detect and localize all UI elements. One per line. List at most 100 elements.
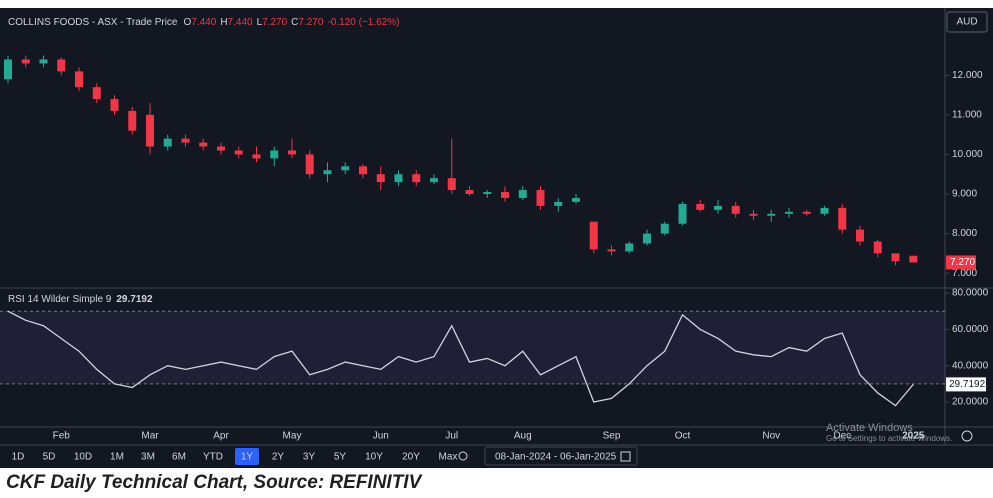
calendar-icon[interactable] xyxy=(620,451,631,462)
ohlc-key: H xyxy=(220,17,227,28)
range-button[interactable]: 3Y xyxy=(303,452,316,463)
candle-body xyxy=(483,192,492,195)
price-legend: COLLINS FOODS - ASX - Trade Price O7.440 H… xyxy=(8,17,399,28)
range-button[interactable]: 3M xyxy=(141,452,155,463)
candle-body xyxy=(341,166,350,171)
compare-icon[interactable] xyxy=(458,451,468,461)
last-rsi-box xyxy=(946,377,986,392)
candle-body xyxy=(589,221,598,250)
x-tick-label: Apr xyxy=(213,431,229,442)
candle-body xyxy=(376,174,385,183)
candle-body xyxy=(891,253,900,262)
x-tick-label: Aug xyxy=(514,431,532,442)
chart: AUD COLLINS FOODS - ASX - Trade Price O7.… xyxy=(0,8,993,468)
candle-body xyxy=(838,207,847,230)
candle-body xyxy=(501,192,509,198)
candle-body xyxy=(21,59,30,64)
range-active xyxy=(235,448,259,465)
candle-body xyxy=(749,213,758,216)
candle-body xyxy=(39,59,48,64)
range-button[interactable]: 5Y xyxy=(334,452,347,463)
candle-body xyxy=(359,166,367,175)
candle-body xyxy=(430,178,438,183)
candle-body xyxy=(199,142,208,147)
candle-body xyxy=(802,211,811,214)
range-button[interactable]: Max xyxy=(439,452,458,463)
rsi-legend: RSI 14 Wilder Simple 9 29.7192 xyxy=(8,294,153,305)
settings-icon[interactable] xyxy=(961,430,973,442)
y-tick-label: 7.000 xyxy=(952,268,977,279)
candle-body xyxy=(785,211,793,214)
watermark-text: Go to Settings to activate Windows. xyxy=(826,434,952,443)
candle-body xyxy=(447,178,456,191)
candle-body xyxy=(75,71,83,88)
ohlc-key: C xyxy=(291,17,298,28)
candle-body xyxy=(873,241,882,254)
range-button[interactable]: 1Y xyxy=(241,452,254,463)
series-last: 29.7192 xyxy=(116,294,153,305)
candle-body xyxy=(92,87,101,100)
candle-body xyxy=(4,59,12,80)
ohlc-value: 7.440 xyxy=(191,17,216,28)
range-button[interactable]: 1M xyxy=(110,452,124,463)
ohlc-key: L xyxy=(257,17,263,28)
x-tick-label: Feb xyxy=(53,431,71,442)
candle-body xyxy=(305,154,314,175)
range-button[interactable]: 10Y xyxy=(365,452,383,463)
candle-body xyxy=(181,138,190,143)
candle-body xyxy=(536,190,545,206)
ohlc-value: 7.270 xyxy=(298,17,323,28)
date-range[interactable]: 08-Jan-2024 - 06-Jan-2025 xyxy=(495,452,617,463)
range-button[interactable]: 1D xyxy=(12,452,25,463)
candle-body xyxy=(518,190,527,198)
ohlc-key: O xyxy=(184,17,192,28)
x-tick-label: Nov xyxy=(762,431,780,442)
x-tick-label: Sep xyxy=(603,431,621,442)
candle-body xyxy=(643,233,651,244)
range-button[interactable]: 2Y xyxy=(272,452,285,463)
y-tick-label: 9.000 xyxy=(952,189,977,200)
candle-body xyxy=(288,150,296,155)
range-button[interactable]: 6M xyxy=(172,452,186,463)
candle-body xyxy=(607,249,616,252)
candle-body xyxy=(554,201,563,206)
x-tick-label: May xyxy=(283,431,302,442)
range-button[interactable]: 5D xyxy=(43,452,56,463)
candle-body xyxy=(323,170,332,175)
candle-body xyxy=(110,99,119,111)
y-tick-label: 12.000 xyxy=(952,70,983,81)
candle-body xyxy=(909,255,918,263)
x-tick-label: Oct xyxy=(675,431,691,442)
candle-body xyxy=(57,59,66,72)
change: -0.120 (−1.62%) xyxy=(327,17,399,28)
candle-body xyxy=(820,207,829,214)
x-tick-label: Jun xyxy=(373,431,389,442)
candle-body xyxy=(856,229,864,242)
x-tick-label: 2025 xyxy=(902,431,925,442)
range-button[interactable]: YTD xyxy=(203,452,223,463)
currency[interactable]: AUD xyxy=(956,17,977,28)
range-button[interactable]: 20Y xyxy=(402,452,420,463)
y-tick-label: 40.0000 xyxy=(952,360,989,371)
y-tick-label: 10.000 xyxy=(952,149,983,160)
y-tick-label: 60.0000 xyxy=(952,324,989,335)
candle-body xyxy=(270,150,279,159)
candle-body xyxy=(412,174,421,183)
y-tick-label: 8.000 xyxy=(952,228,977,239)
rsi-band xyxy=(0,311,945,384)
last-price-box xyxy=(946,255,976,270)
candle-body xyxy=(625,243,634,252)
x-tick-label: Jul xyxy=(445,431,458,442)
range-button[interactable]: 10D xyxy=(74,452,92,463)
candle-body xyxy=(394,174,403,183)
title: COLLINS FOODS - ASX - Trade Price xyxy=(8,17,178,28)
date-range-box[interactable] xyxy=(484,446,638,466)
currency-box[interactable] xyxy=(946,11,988,33)
candle-body xyxy=(678,203,687,224)
candle-body xyxy=(572,197,580,202)
candle-body xyxy=(696,203,705,210)
y-tick-label: 11.000 xyxy=(952,110,982,121)
candle-body xyxy=(731,205,740,214)
candle-body xyxy=(163,138,172,147)
